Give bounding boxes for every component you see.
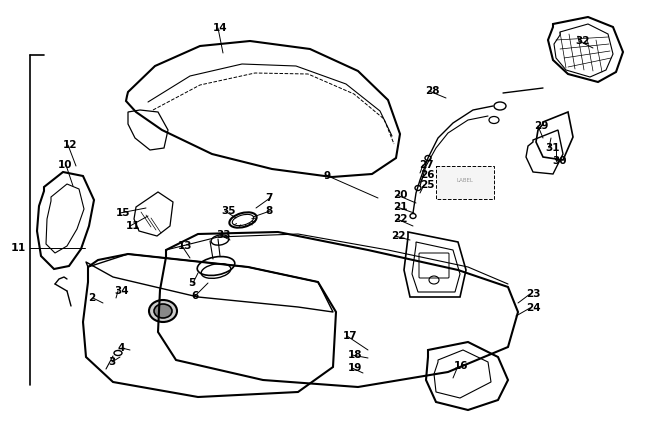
Bar (436, 166, 494, 199)
Text: 13: 13 (178, 241, 192, 251)
Text: 28: 28 (425, 86, 439, 96)
Text: 32: 32 (575, 36, 590, 46)
Text: 26: 26 (420, 170, 434, 180)
Text: 2: 2 (88, 293, 96, 303)
Text: 17: 17 (343, 331, 358, 341)
Text: 27: 27 (419, 160, 434, 170)
Text: 14: 14 (213, 23, 228, 33)
Text: 33: 33 (216, 230, 231, 240)
Text: 7: 7 (265, 193, 272, 203)
Text: 1: 1 (18, 243, 25, 253)
Text: 20: 20 (393, 190, 408, 200)
Text: 1: 1 (10, 243, 18, 253)
Text: 9: 9 (324, 171, 331, 181)
Text: 25: 25 (420, 180, 434, 190)
Text: 35: 35 (221, 206, 235, 216)
Text: 30: 30 (552, 156, 567, 166)
Text: 3: 3 (108, 357, 115, 367)
Ellipse shape (154, 304, 172, 318)
Text: 23: 23 (526, 289, 541, 299)
Text: 34: 34 (114, 286, 129, 296)
Text: 24: 24 (526, 303, 541, 313)
Text: 12: 12 (63, 140, 77, 150)
Text: 16: 16 (454, 361, 469, 371)
Text: 5: 5 (188, 278, 195, 288)
Text: 19: 19 (348, 363, 363, 373)
Text: 22: 22 (393, 214, 408, 224)
Text: 15: 15 (116, 208, 131, 218)
Text: 8: 8 (265, 206, 272, 216)
Text: 22: 22 (391, 231, 406, 241)
Text: 21: 21 (393, 202, 408, 212)
Text: 4: 4 (118, 343, 125, 353)
Text: 10: 10 (58, 160, 73, 170)
Text: 31: 31 (545, 143, 560, 153)
Ellipse shape (149, 300, 177, 322)
Text: 11: 11 (126, 221, 140, 231)
Text: 6: 6 (191, 291, 198, 301)
Text: 18: 18 (348, 350, 363, 360)
Text: LABEL: LABEL (456, 178, 473, 184)
Text: 29: 29 (534, 121, 549, 131)
